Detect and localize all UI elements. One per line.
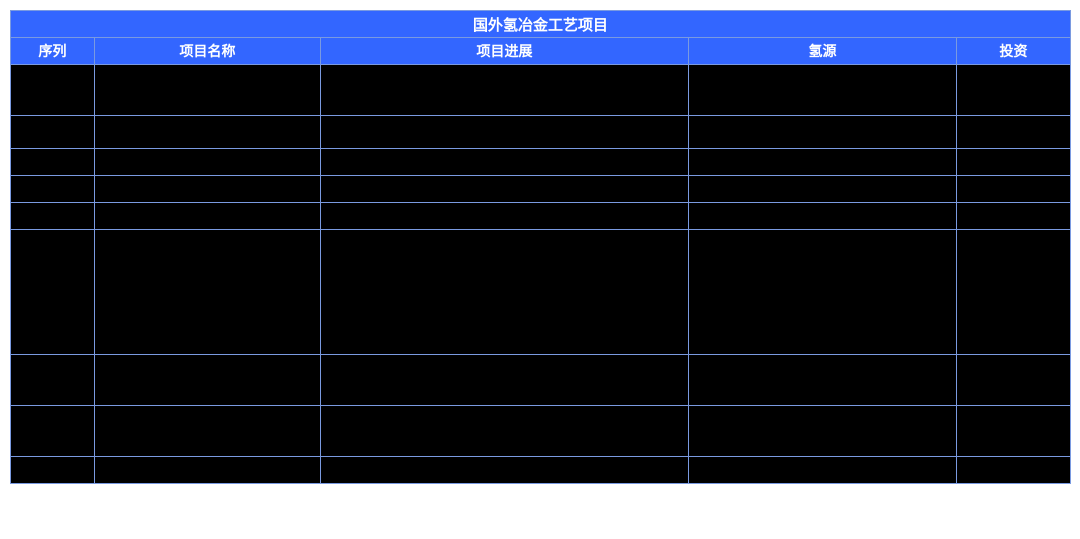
table-cell bbox=[321, 203, 689, 230]
table-cell bbox=[95, 457, 321, 484]
table-cell bbox=[957, 406, 1071, 457]
table-cell bbox=[11, 176, 95, 203]
table-cell bbox=[689, 457, 957, 484]
table-cell bbox=[689, 230, 957, 355]
table-row bbox=[11, 406, 1071, 457]
table-cell bbox=[689, 355, 957, 406]
table-row bbox=[11, 203, 1071, 230]
table-row bbox=[11, 230, 1071, 355]
table-cell bbox=[689, 116, 957, 149]
col-header-0: 序列 bbox=[11, 38, 95, 65]
table-row bbox=[11, 176, 1071, 203]
table-cell bbox=[95, 406, 321, 457]
table-cell bbox=[11, 65, 95, 116]
table-row bbox=[11, 355, 1071, 406]
table-cell bbox=[321, 355, 689, 406]
table-cell bbox=[95, 230, 321, 355]
table-cell bbox=[957, 203, 1071, 230]
table-cell bbox=[689, 203, 957, 230]
table-cell bbox=[11, 406, 95, 457]
table-cell bbox=[11, 203, 95, 230]
table-row bbox=[11, 65, 1071, 116]
table-cell bbox=[95, 65, 321, 116]
table-cell bbox=[689, 406, 957, 457]
table-cell bbox=[957, 116, 1071, 149]
col-header-4: 投资 bbox=[957, 38, 1071, 65]
table-cell bbox=[689, 176, 957, 203]
table-cell bbox=[321, 65, 689, 116]
table-cell bbox=[11, 355, 95, 406]
table-row bbox=[11, 116, 1071, 149]
table-cell bbox=[957, 457, 1071, 484]
table-cell bbox=[321, 406, 689, 457]
table-row bbox=[11, 149, 1071, 176]
table-cell bbox=[321, 116, 689, 149]
table-cell bbox=[689, 149, 957, 176]
table-cell bbox=[11, 457, 95, 484]
col-header-1: 项目名称 bbox=[95, 38, 321, 65]
table-title: 国外氢冶金工艺项目 bbox=[11, 11, 1071, 38]
table-cell bbox=[321, 176, 689, 203]
table-cell bbox=[321, 457, 689, 484]
table-cell bbox=[95, 355, 321, 406]
table-cell bbox=[957, 149, 1071, 176]
table-cell bbox=[957, 230, 1071, 355]
table-cell bbox=[957, 176, 1071, 203]
table-cell bbox=[11, 230, 95, 355]
table-cell bbox=[95, 149, 321, 176]
table-cell bbox=[957, 65, 1071, 116]
table-cell bbox=[689, 65, 957, 116]
table-cell bbox=[95, 203, 321, 230]
col-header-3: 氢源 bbox=[689, 38, 957, 65]
table-cell bbox=[321, 230, 689, 355]
table-cell bbox=[11, 116, 95, 149]
table-row bbox=[11, 457, 1071, 484]
table-cell bbox=[957, 355, 1071, 406]
table-cell bbox=[11, 149, 95, 176]
col-header-2: 项目进展 bbox=[321, 38, 689, 65]
table-cell bbox=[321, 149, 689, 176]
table-cell bbox=[95, 116, 321, 149]
table-cell bbox=[95, 176, 321, 203]
hydrogen-metallurgy-table: 国外氢冶金工艺项目 序列项目名称项目进展氢源投资 bbox=[10, 10, 1071, 484]
